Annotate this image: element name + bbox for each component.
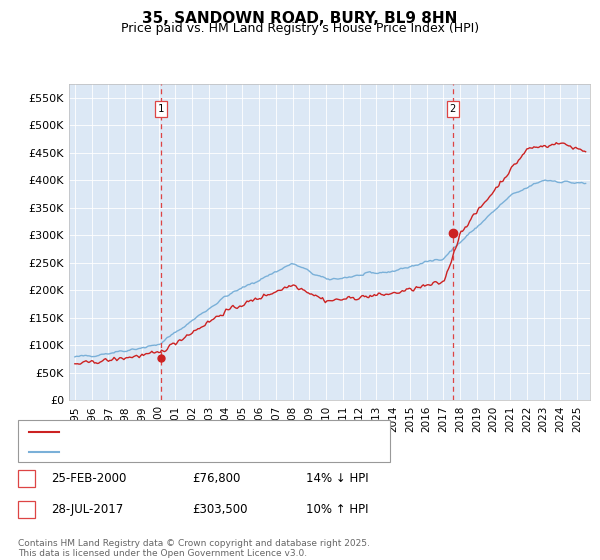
Text: £303,500: £303,500 xyxy=(192,503,247,516)
Text: 35, SANDOWN ROAD, BURY, BL9 8HN: 35, SANDOWN ROAD, BURY, BL9 8HN xyxy=(142,11,458,26)
Text: 35, SANDOWN ROAD, BURY, BL9 8HN (detached house): 35, SANDOWN ROAD, BURY, BL9 8HN (detache… xyxy=(63,427,374,437)
Text: 25-FEB-2000: 25-FEB-2000 xyxy=(51,472,127,486)
Text: 2: 2 xyxy=(23,503,30,516)
Text: 2: 2 xyxy=(449,104,456,114)
Text: Contains HM Land Registry data © Crown copyright and database right 2025.
This d: Contains HM Land Registry data © Crown c… xyxy=(18,539,370,558)
Text: 28-JUL-2017: 28-JUL-2017 xyxy=(51,503,123,516)
Text: 14% ↓ HPI: 14% ↓ HPI xyxy=(306,472,368,486)
Text: HPI: Average price, detached house, Bury: HPI: Average price, detached house, Bury xyxy=(63,446,295,456)
Text: 1: 1 xyxy=(23,472,30,486)
Text: 10% ↑ HPI: 10% ↑ HPI xyxy=(306,503,368,516)
Text: 1: 1 xyxy=(157,104,164,114)
Text: £76,800: £76,800 xyxy=(192,472,241,486)
Text: Price paid vs. HM Land Registry's House Price Index (HPI): Price paid vs. HM Land Registry's House … xyxy=(121,22,479,35)
